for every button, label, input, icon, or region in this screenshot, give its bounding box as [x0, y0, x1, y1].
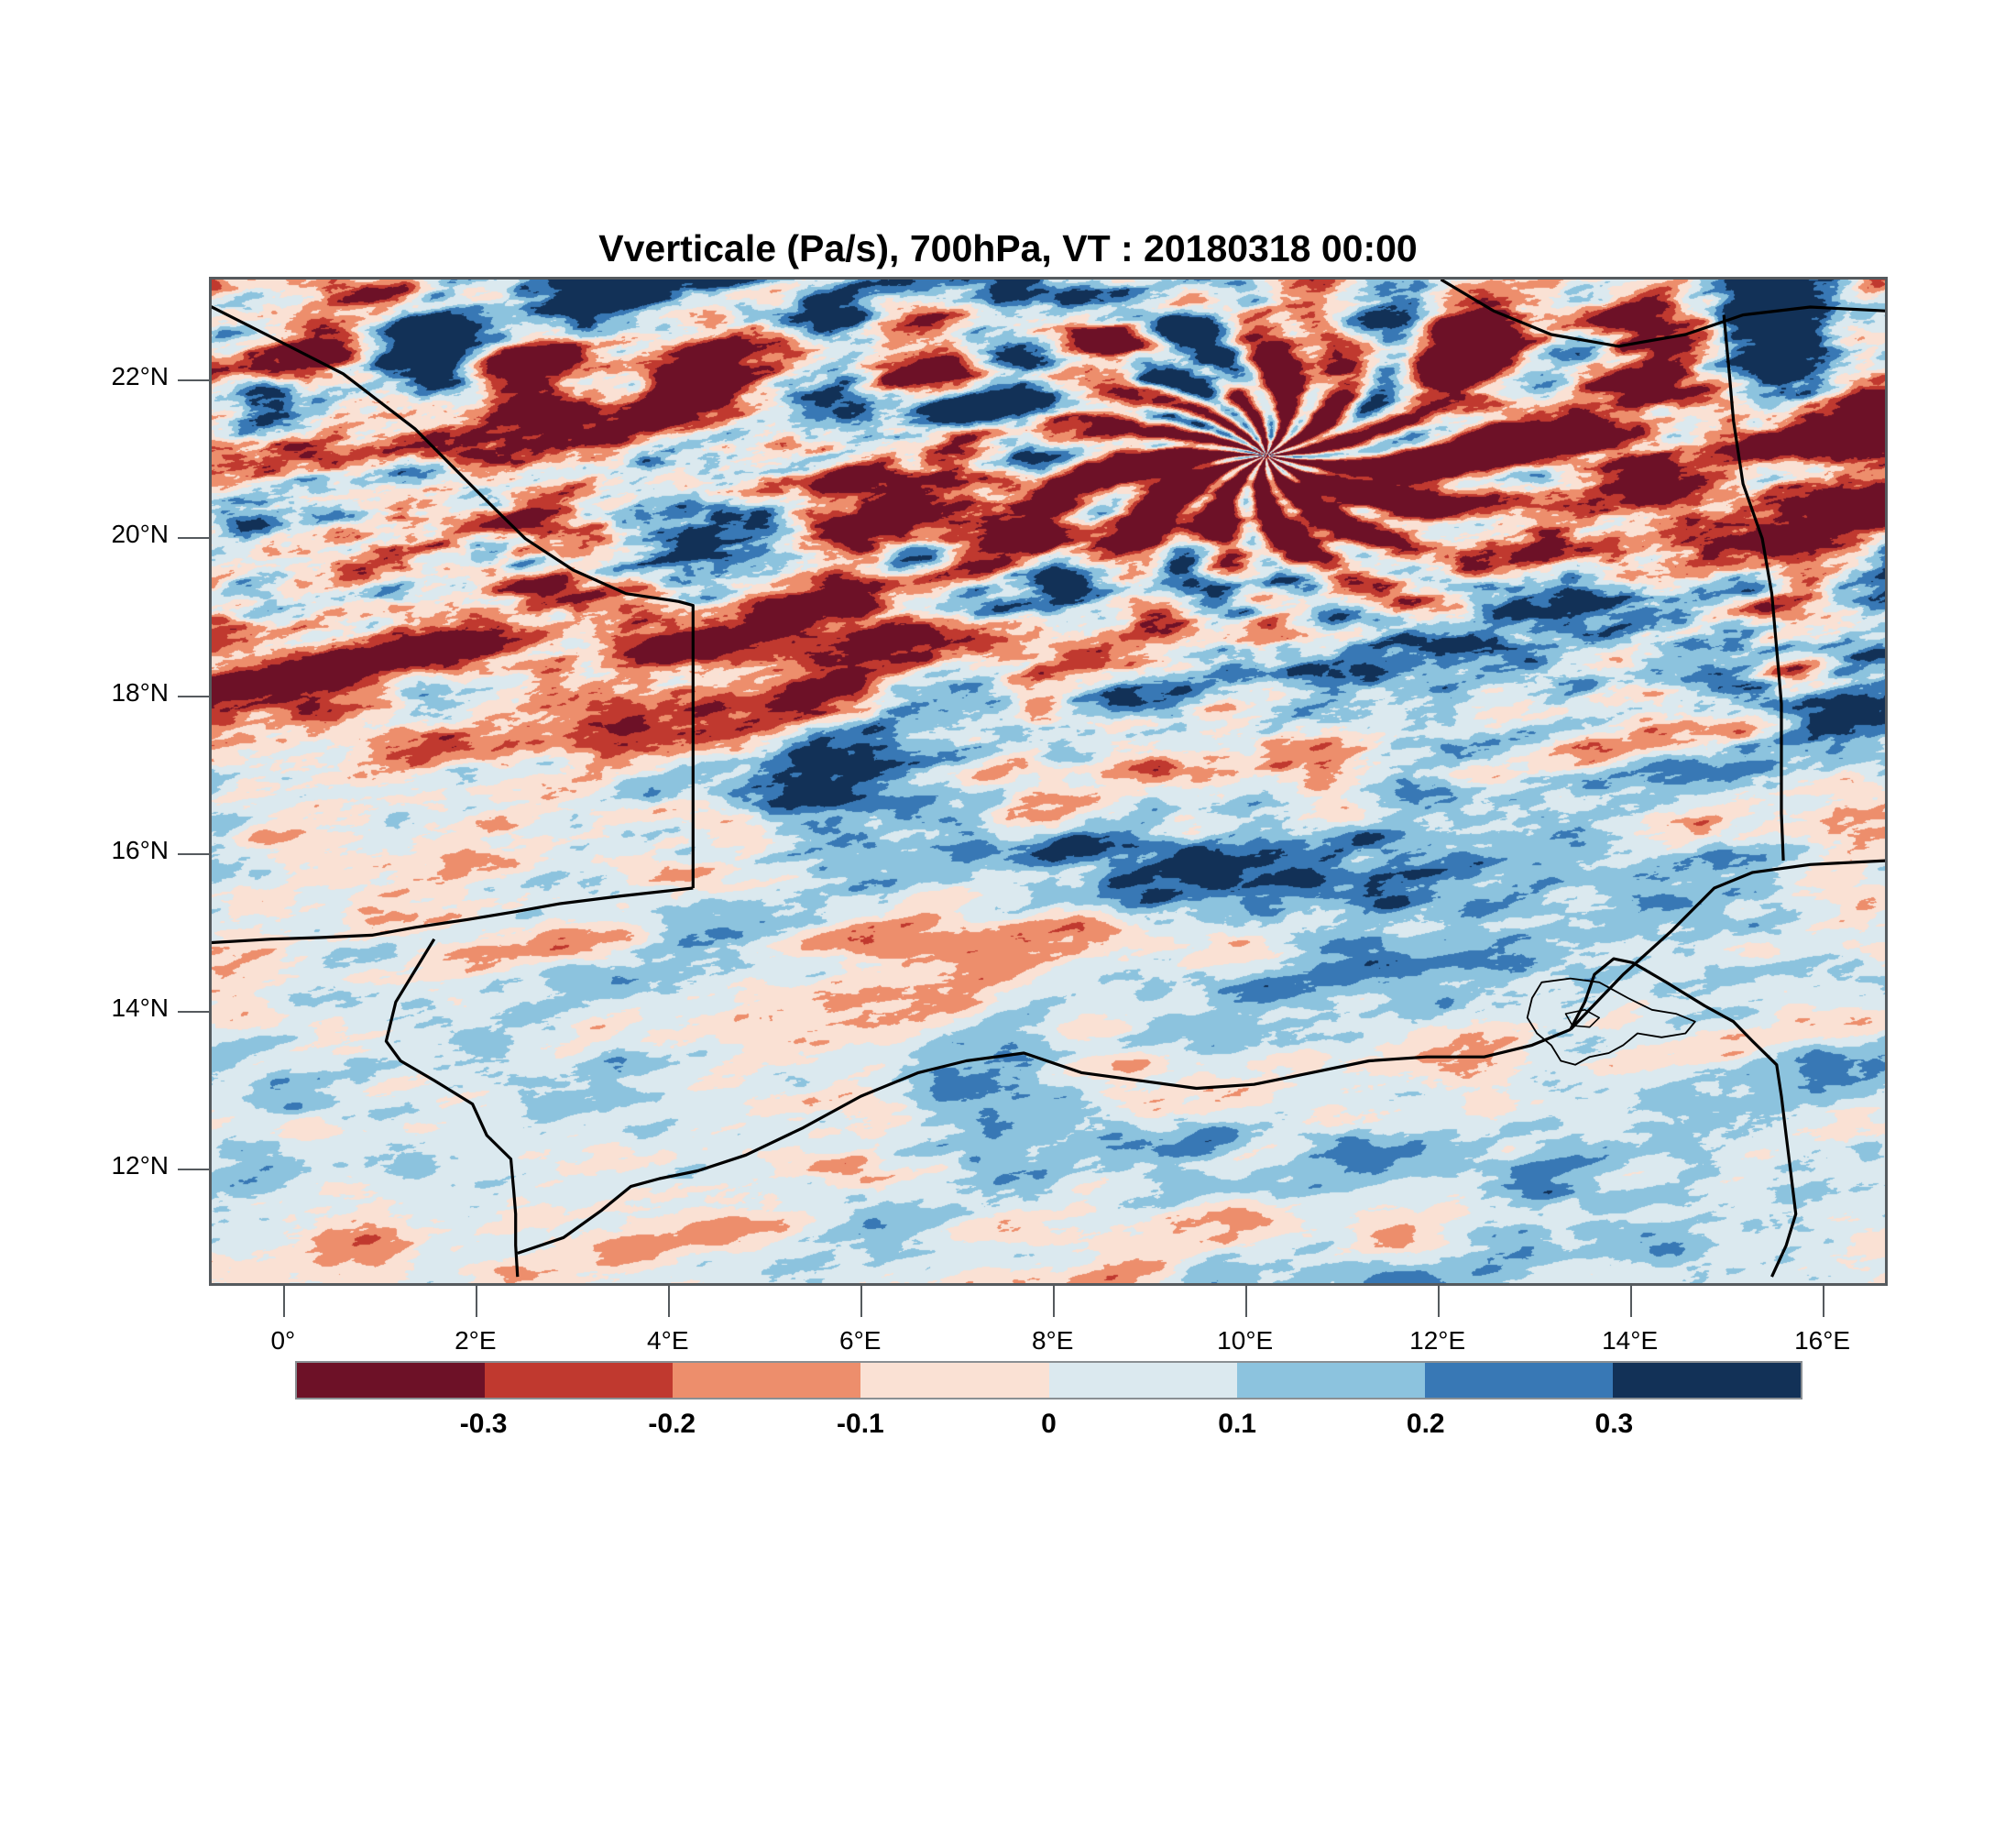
lon-label-8°E: 8°E	[1031, 1326, 1074, 1355]
lon-tick-6°E	[860, 1286, 862, 1317]
lat-tick-18°N	[178, 695, 209, 697]
colorbar-label--0.1: -0.1	[837, 1409, 884, 1439]
border-line	[1440, 280, 1885, 348]
lon-tick-14°E	[1629, 1286, 1632, 1317]
lon-tick-8°E	[1052, 1286, 1055, 1317]
colorbar-label-0: 0	[1041, 1409, 1057, 1439]
lon-label-4°E: 4°E	[647, 1326, 689, 1355]
lon-tick-2°E	[475, 1286, 477, 1317]
lat-label-20°N: 20°N	[111, 520, 169, 549]
colorbar-band-2	[673, 1363, 861, 1398]
lon-label-12°E: 12°E	[1409, 1326, 1466, 1355]
lat-tick-20°N	[178, 537, 209, 540]
lon-tick-4°E	[667, 1286, 670, 1317]
lat-label-18°N: 18°N	[111, 677, 169, 707]
lat-tick-22°N	[178, 379, 209, 381]
lat-tick-14°N	[178, 1011, 209, 1014]
lon-tick-10°E	[1244, 1286, 1247, 1317]
border-line	[1569, 957, 1798, 1278]
colorbar-band-7	[1612, 1363, 1801, 1398]
colorbar-label-0.3: 0.3	[1594, 1409, 1634, 1439]
border-line	[212, 886, 694, 945]
colorbar-label-0.1: 0.1	[1218, 1409, 1256, 1439]
colorbar-band-5	[1236, 1363, 1425, 1398]
colorbar-label-0.2: 0.2	[1406, 1409, 1445, 1439]
border-line	[212, 305, 695, 888]
lat-tick-16°N	[178, 852, 209, 855]
lat-tick-12°N	[178, 1169, 209, 1171]
border-line	[517, 1027, 1572, 1255]
country-borders-overlay	[212, 280, 1885, 1278]
border-line	[384, 938, 520, 1278]
lon-tick-0°	[282, 1286, 285, 1317]
colorbar[interactable]	[295, 1361, 1802, 1399]
lon-tick-12°E	[1437, 1286, 1440, 1317]
colorbar-band-4	[1048, 1363, 1237, 1398]
border-line	[1564, 1009, 1600, 1028]
lat-label-22°N: 22°N	[111, 361, 169, 390]
vertical-velocity-heatmap	[212, 280, 1885, 1283]
lat-label-16°N: 16°N	[111, 835, 169, 864]
border-line	[1722, 314, 1785, 862]
colorbar-band-6	[1424, 1363, 1613, 1398]
colorbar-band-1	[485, 1363, 674, 1398]
colorbar-label--0.2: -0.2	[648, 1409, 696, 1439]
border-line	[1569, 859, 1885, 1031]
lon-label-14°E: 14°E	[1602, 1326, 1659, 1355]
lon-label-0°: 0°	[270, 1326, 296, 1355]
lon-label-16°E: 16°E	[1794, 1326, 1851, 1355]
lat-label-12°N: 12°N	[111, 1151, 169, 1180]
lat-label-14°N: 14°N	[111, 993, 169, 1023]
lon-label-10°E: 10°E	[1217, 1326, 1274, 1355]
lon-tick-16°E	[1822, 1286, 1824, 1317]
border-line	[1526, 977, 1696, 1066]
colorbar-band-0	[297, 1363, 486, 1398]
colorbar-label--0.3: -0.3	[459, 1409, 508, 1439]
colorbar-band-3	[860, 1363, 1049, 1398]
map-plot-area[interactable]	[209, 277, 1888, 1286]
lon-label-6°E: 6°E	[839, 1326, 882, 1355]
lon-label-2°E: 2°E	[455, 1326, 497, 1355]
plot-title: Vverticale (Pa/s), 700hPa, VT : 20180318…	[598, 227, 1418, 269]
